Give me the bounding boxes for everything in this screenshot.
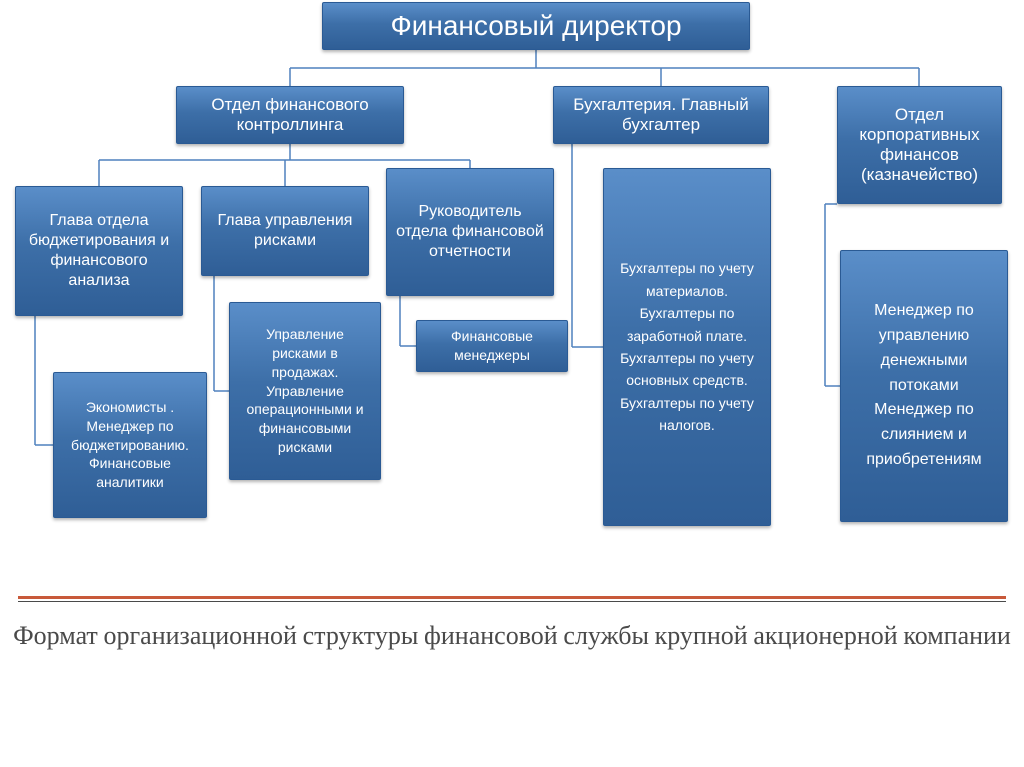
node-corpfin-label: Отдел корпоративных финансов (казначейст… [846, 105, 993, 185]
node-reporting-label: Руководитель отдела финансовой отчетност… [395, 202, 545, 262]
node-risk-staff-label: Управление рисками в продажах. Управлени… [238, 325, 372, 457]
node-controlling: Отдел финансового контроллинга [176, 86, 404, 144]
divider-line-top [18, 596, 1006, 599]
node-corpfin: Отдел корпоративных финансов (казначейст… [837, 86, 1002, 204]
node-controlling-label: Отдел финансового контроллинга [185, 95, 395, 135]
node-root: Финансовый директор [322, 2, 750, 50]
node-treasury-staff-label: Менеджер по управлению денежными потокам… [849, 299, 999, 473]
node-treasury-staff: Менеджер по управлению денежными потокам… [840, 250, 1008, 522]
section-divider [18, 596, 1006, 602]
figure-caption-text: Формат организационной структуры финансо… [13, 621, 1011, 651]
figure-caption: Формат организационной структуры финансо… [0, 620, 1024, 654]
node-fin-managers-label: Финансовые менеджеры [425, 327, 559, 365]
node-risk-staff: Управление рисками в продажах. Управлени… [229, 302, 381, 480]
node-risk-label: Глава управления рисками [210, 211, 360, 251]
divider-line-bottom [18, 601, 1006, 602]
node-accounting: Бухгалтерия. Главный бухгалтер [553, 86, 769, 144]
node-budgeting: Глава отдела бюджетирования и финансовог… [15, 186, 183, 316]
node-budgeting-label: Глава отдела бюджетирования и финансовог… [24, 211, 174, 291]
node-reporting: Руководитель отдела финансовой отчетност… [386, 168, 554, 296]
node-fin-managers: Финансовые менеджеры [416, 320, 568, 372]
node-budgeting-staff-label: Экономисты . Менеджер по бюджетированию.… [62, 398, 198, 492]
node-accountants: Бухгалтеры по учету материалов. Бухгалте… [603, 168, 771, 526]
node-root-label: Финансовый директор [390, 10, 681, 42]
node-accountants-label: Бухгалтеры по учету материалов. Бухгалте… [612, 257, 762, 436]
node-accounting-label: Бухгалтерия. Главный бухгалтер [562, 95, 760, 135]
node-budgeting-staff: Экономисты . Менеджер по бюджетированию.… [53, 372, 207, 518]
node-risk: Глава управления рисками [201, 186, 369, 276]
orgchart-canvas: Финансовый директор Отдел финансового ко… [0, 0, 1024, 767]
